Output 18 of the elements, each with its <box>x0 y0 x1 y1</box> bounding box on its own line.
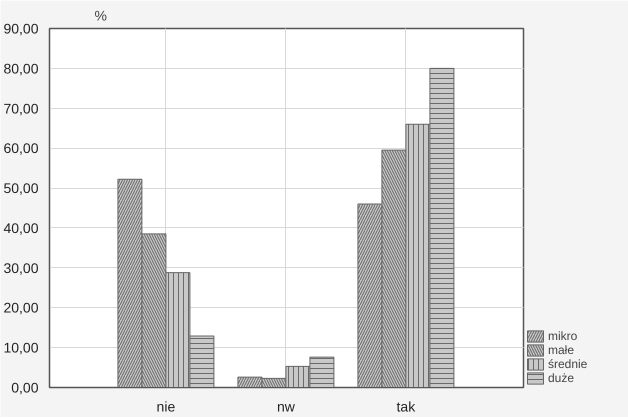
y-tick-label: 80,00 <box>3 60 39 76</box>
y-tick-label: 90,00 <box>3 20 39 36</box>
legend-label: małe <box>548 343 574 357</box>
legend-label: mikro <box>548 329 578 343</box>
y-tick-label: 40,00 <box>3 220 39 236</box>
x-tick-label: nw <box>276 398 296 414</box>
legend-label: duże <box>548 371 574 385</box>
y-tick-label: 0,00 <box>11 380 39 396</box>
x-tick-label: nie <box>156 398 176 414</box>
y-tick-label: 20,00 <box>3 300 39 316</box>
y-tick-label: 70,00 <box>3 100 39 116</box>
y-tick-label: 10,00 <box>3 340 39 356</box>
x-tick-label: tak <box>396 398 416 414</box>
y-axis-title: % <box>94 8 107 24</box>
y-tick-label: 60,00 <box>3 140 39 156</box>
y-tick-label: 50,00 <box>3 180 39 196</box>
y-tick-label: 30,00 <box>3 260 39 276</box>
legend-label: średnie <box>548 357 588 371</box>
